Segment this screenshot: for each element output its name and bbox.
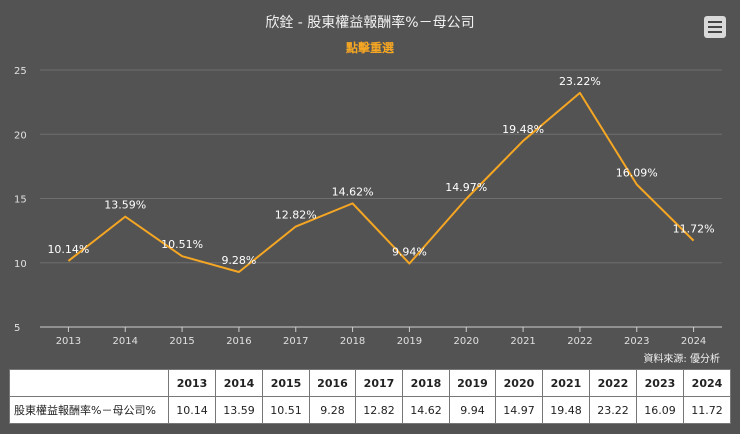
table-value-cell: 9.28: [309, 396, 356, 424]
table-year-cell: 2017: [354, 369, 403, 397]
table-value-cell: 10.51: [262, 396, 310, 424]
table-value-cell: 9.94: [448, 396, 496, 424]
data-label: 12.82%: [275, 209, 317, 222]
data-label: 10.14%: [47, 243, 89, 256]
series-line: [67, 91, 695, 274]
table-year-cell: 2020: [494, 369, 543, 397]
x-tick-label: 2013: [56, 336, 81, 347]
data-label: 19.48%: [502, 123, 544, 136]
data-label: 13.59%: [104, 199, 146, 212]
x-tick-label: 2014: [113, 336, 138, 347]
table-value-cell: 12.82: [354, 396, 403, 424]
data-label: 14.62%: [332, 185, 374, 198]
x-tick-label: 2020: [454, 336, 479, 347]
data-label: 11.72%: [673, 223, 715, 236]
x-tick-label: 2021: [510, 336, 535, 347]
y-tick-label: 25: [14, 66, 27, 77]
y-tick-label: 5: [14, 323, 20, 334]
y-tick-label: 20: [14, 130, 27, 141]
x-tick-label: 2018: [340, 336, 365, 347]
x-tick-label: 2016: [226, 336, 251, 347]
table-year-cell: 2015: [262, 369, 310, 397]
data-label: 10.51%: [161, 238, 203, 251]
y-tick-label: 10: [14, 259, 27, 270]
table-value-cell: 14.62: [401, 396, 450, 424]
data-label: 9.94%: [392, 246, 427, 259]
table-value-cell: 13.59: [215, 396, 263, 424]
data-label: 14.97%: [445, 181, 487, 194]
chart-title: 欣銓 - 股東權益報酬率%－母公司: [265, 15, 475, 31]
reselect-link[interactable]: 點擊重選: [345, 41, 394, 55]
table-row-label: 股東權益報酬率%－母公司%: [9, 396, 169, 424]
table-header-row: 2013 2014 2015 2016 2017 2018 2019 2020 2021 2022…: [9, 369, 732, 397]
data-label: 23.22%: [559, 75, 601, 88]
table-value-cell: 16.09: [635, 396, 684, 424]
x-tick-label: 2023: [624, 336, 649, 347]
x-tick-label: 2019: [397, 336, 422, 347]
table-year-cell: 2014: [215, 369, 263, 397]
data-label: 9.28%: [221, 254, 256, 267]
table-year-cell: 2023: [635, 369, 684, 397]
data-label: 16.09%: [616, 166, 658, 179]
x-tick-label: 2022: [567, 336, 592, 347]
table-value-cell: 14.97: [494, 396, 543, 424]
x-tick-label: 2017: [283, 336, 308, 347]
x-tick-label: 2015: [169, 336, 194, 347]
menu-bar: [708, 26, 722, 28]
table-row: 股東權益報酬率%－母公司% 10.14 13.59 10.51 9.28 12.82 14…: [9, 396, 732, 424]
table-year-cell: 2024: [682, 369, 732, 397]
table-value-cell: 23.22: [588, 396, 637, 424]
table-year-cell: 2013: [168, 369, 216, 397]
table-year-cell: 2018: [401, 369, 450, 397]
table-year-cell: 2016: [309, 369, 356, 397]
y-tick-label: 15: [14, 195, 27, 206]
table-year-cell: 2021: [541, 369, 590, 397]
table-corner: [9, 369, 169, 397]
table-value-cell: 10.14: [168, 396, 216, 424]
table-value-cell: 19.48: [541, 396, 590, 424]
table-year-cell: 2022: [588, 369, 637, 397]
table-year-cell: 2019: [448, 369, 496, 397]
menu-bar: [708, 21, 722, 23]
menu-bar: [708, 31, 722, 33]
table-value-cell: 11.72: [682, 396, 732, 424]
data-table: 2013 2014 2015 2016 2017 2018 2019 2020 2021 2022…: [9, 369, 732, 424]
x-tick-label: 2024: [681, 336, 706, 347]
data-source: 資料來源: 優分析: [643, 354, 720, 365]
menu-icon[interactable]: [704, 16, 726, 38]
